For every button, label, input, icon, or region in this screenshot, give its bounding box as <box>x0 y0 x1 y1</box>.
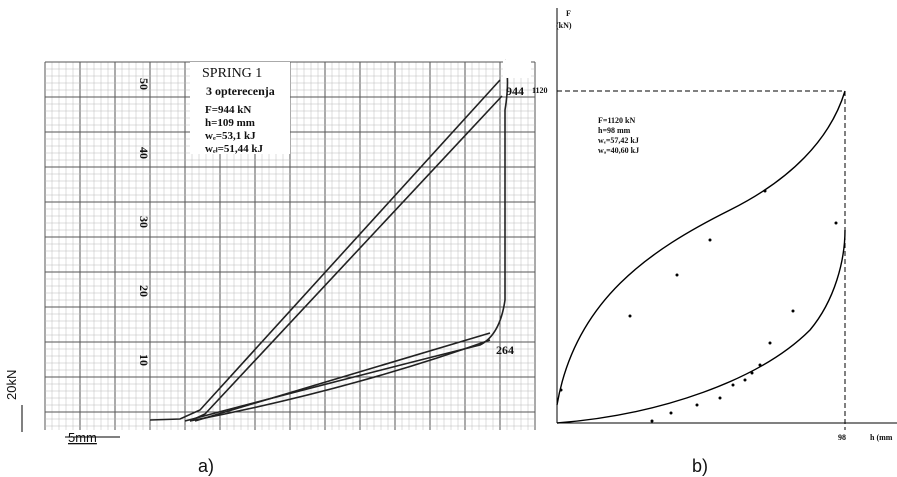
panel-title: SPRING 1 <box>202 66 262 81</box>
peak-label: 944 <box>506 84 524 98</box>
point <box>651 420 654 423</box>
points <box>560 190 838 423</box>
y-mark: 1120 <box>532 86 548 95</box>
label-bg <box>503 60 531 78</box>
unloading-curve <box>557 230 845 423</box>
low-label: 264 <box>496 343 514 357</box>
caption: a) <box>198 456 214 476</box>
length-scale: 5mm <box>68 430 97 445</box>
point <box>629 315 632 318</box>
note: wₐ=40,60 kJ <box>598 146 639 155</box>
note: wₑ=53,1 kJ <box>205 130 256 142</box>
note: wₑ=57,42 kJ <box>598 136 639 145</box>
scale-tick: 40 <box>137 147 151 159</box>
panel-subtitle: 3 opterecenja <box>206 84 275 98</box>
scale-tick: 50 <box>137 78 151 90</box>
point <box>560 389 563 392</box>
point <box>719 397 722 400</box>
point <box>676 274 679 277</box>
x-mark: 98 <box>838 433 846 442</box>
point <box>744 379 747 382</box>
point <box>769 342 772 345</box>
note: h=98 mm <box>598 126 631 135</box>
panel-b-axes <box>557 8 897 430</box>
force-scale: 20kN <box>4 370 19 400</box>
figure: SPRING 1 3 opterecenja F=944 kNh=109 mmw… <box>0 0 897 477</box>
note: F=1120 kN <box>598 116 635 125</box>
point <box>764 190 767 193</box>
point <box>792 310 795 313</box>
scale-tick: 10 <box>137 354 151 366</box>
y-label: F <box>566 9 571 18</box>
point <box>670 412 673 415</box>
point <box>732 384 735 387</box>
point <box>751 372 754 375</box>
note: h=109 mm <box>205 117 255 129</box>
y-unit: (kN) <box>556 21 572 30</box>
scale-tick: 30 <box>137 216 151 228</box>
point <box>696 404 699 407</box>
note: wₑₗ=51,44 kJ <box>205 143 264 155</box>
caption: b) <box>692 456 708 476</box>
point <box>709 239 712 242</box>
point <box>759 364 762 367</box>
scale-tick: 20 <box>137 285 151 297</box>
x-label: h (mm <box>870 433 893 442</box>
point <box>835 222 838 225</box>
note: F=944 kN <box>205 104 251 116</box>
